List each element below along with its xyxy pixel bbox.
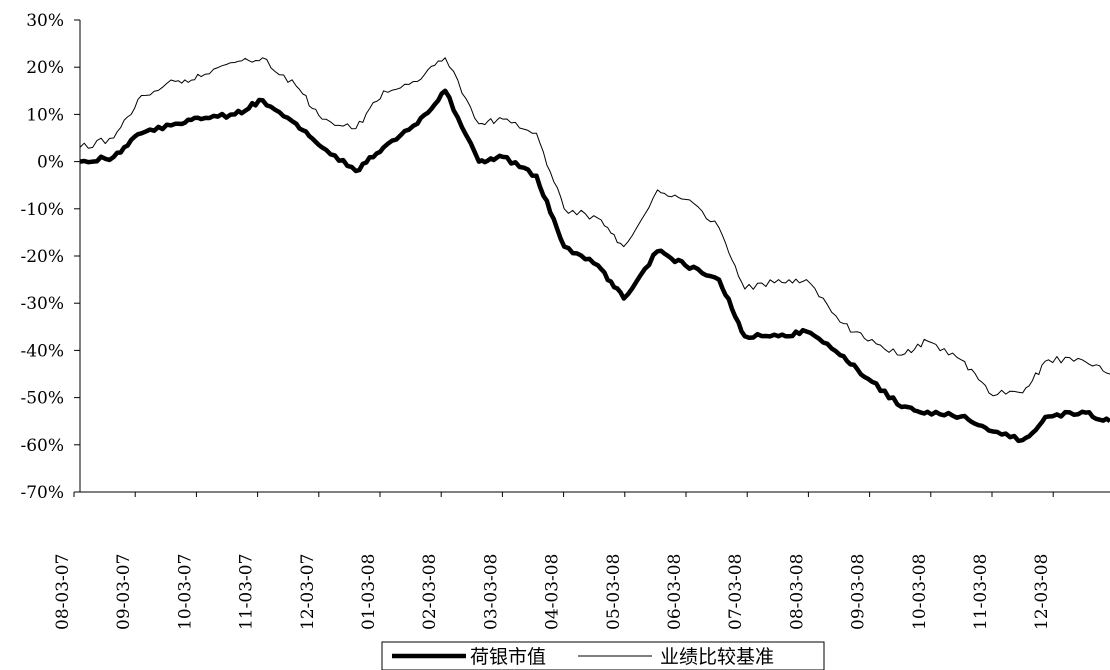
x-tick-label: 07-03-08 [726,554,746,630]
series-line-holdings [79,88,1110,444]
y-tick-label: 30% [26,11,64,31]
x-tick-label: 11-03-07 [237,554,257,630]
y-tick-label: -60% [20,436,64,456]
x-tick-label: 11-03-08 [971,554,991,630]
y-tick-label: 20% [26,58,64,78]
x-tick-label: 02-03-08 [420,554,440,630]
y-tick-label: -10% [20,200,64,220]
y-tick-label: -40% [20,341,64,361]
y-axis-ticks: 30% 20% 10% 0% -10% -20% -30% -40% -50% -60% -70% [20,11,80,503]
x-tick-label: 04-03-08 [543,554,563,630]
x-tick-label: 09-03-08 [849,554,869,630]
y-tick-label: -70% [20,483,64,503]
series-lines [79,57,1110,444]
x-tick-label: 10-03-08 [910,554,930,630]
x-tick-label: 03-03-08 [481,554,501,630]
x-tick-label: 12-03-08 [1032,554,1052,630]
series-line-benchmark [79,57,1110,397]
y-tick-label: 10% [26,105,64,125]
x-tick-label: 05-03-08 [604,554,624,630]
x-tick-label: 08-03-07 [53,554,73,630]
x-axis-ticks: 08-03-07 09-03-07 10-03-07 11-03-07 12-03-07… [53,492,1054,630]
x-tick-label: 06-03-08 [665,554,685,630]
legend: 荷银市值 业绩比较基准 [381,641,825,670]
x-tick-label: 10-03-07 [175,554,195,630]
x-tick-label: 09-03-07 [114,554,134,630]
legend-label-benchmark: 业绩比较基准 [660,646,774,668]
chart-axes [79,20,1110,493]
x-tick-label: 01-03-08 [359,554,379,630]
legend-label-holdings: 荷银市值 [470,646,546,668]
x-tick-label: 12-03-07 [298,554,318,630]
y-tick-label: -50% [20,389,64,409]
y-tick-label: -30% [20,294,64,314]
y-tick-label: 0% [37,153,64,173]
y-tick-label: -20% [20,247,64,267]
x-tick-label: 08-03-08 [787,554,807,630]
